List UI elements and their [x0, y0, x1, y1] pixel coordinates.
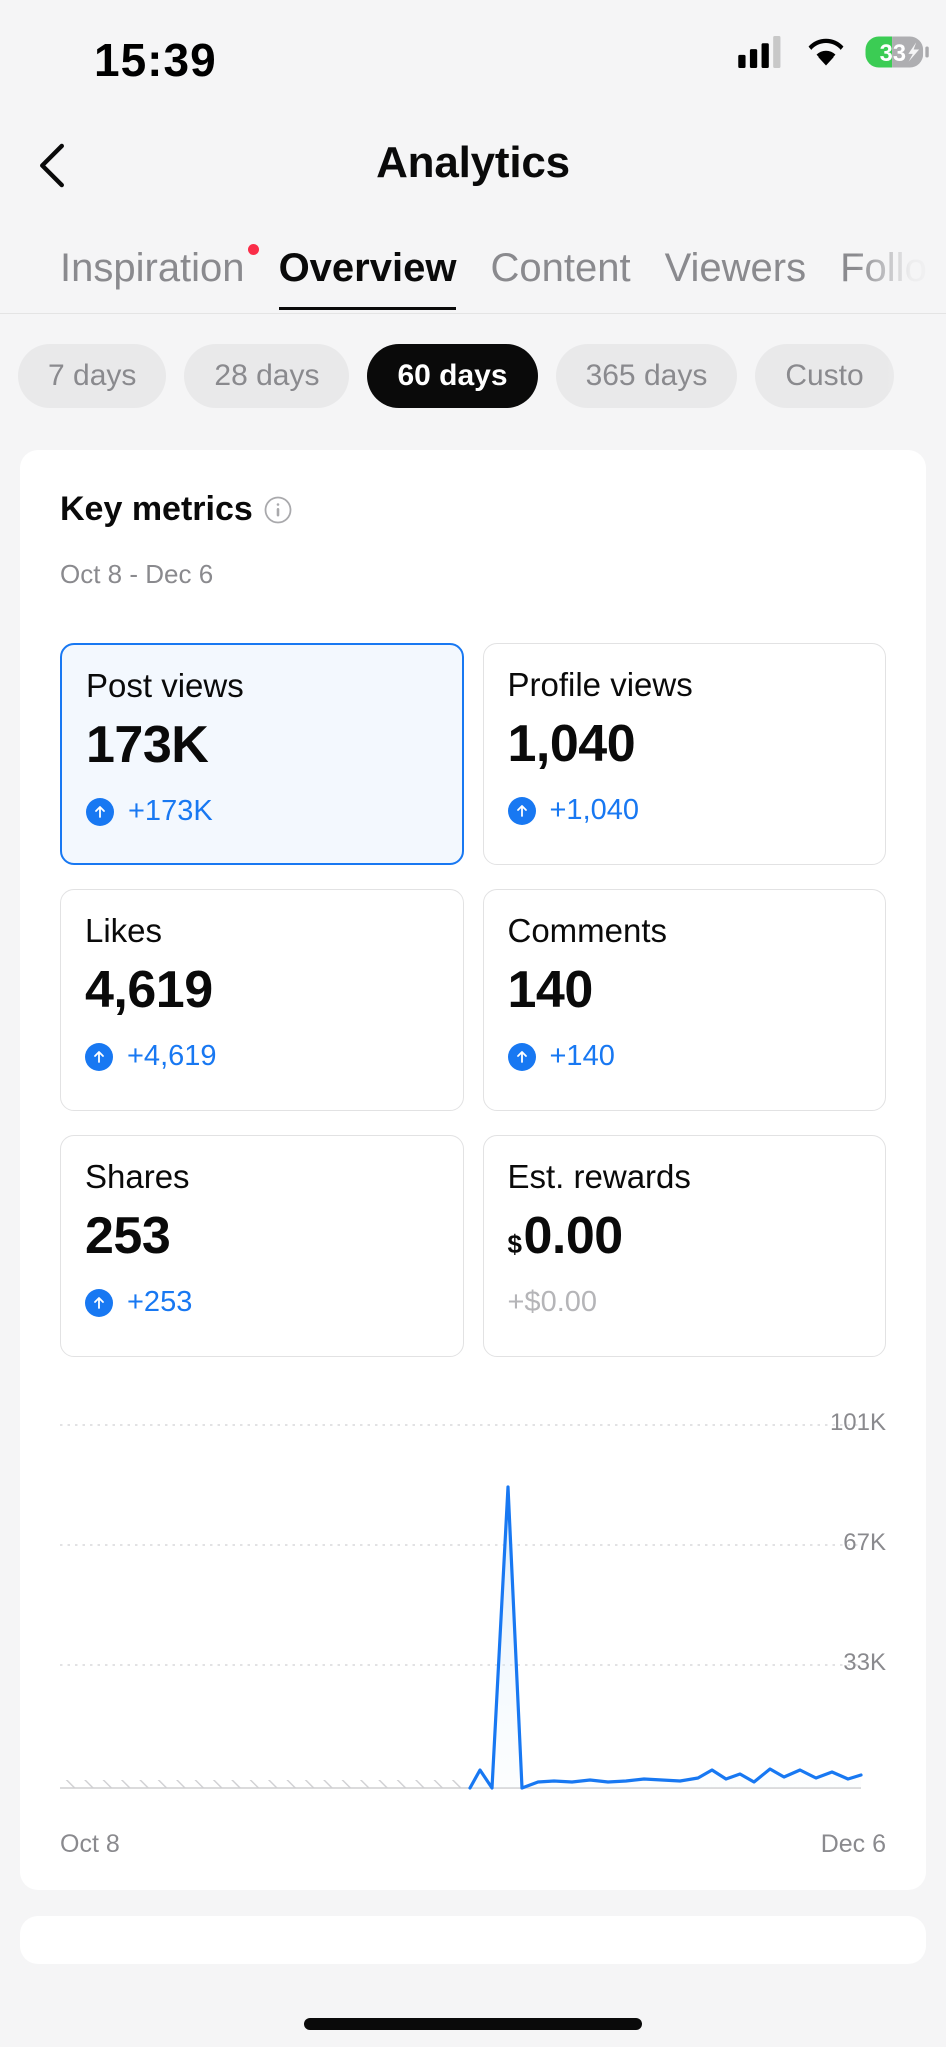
svg-text:33: 33	[880, 40, 906, 66]
svg-text:33K: 33K	[843, 1649, 886, 1676]
svg-text:101K: 101K	[830, 1409, 886, 1436]
svg-text:67K: 67K	[843, 1529, 886, 1556]
